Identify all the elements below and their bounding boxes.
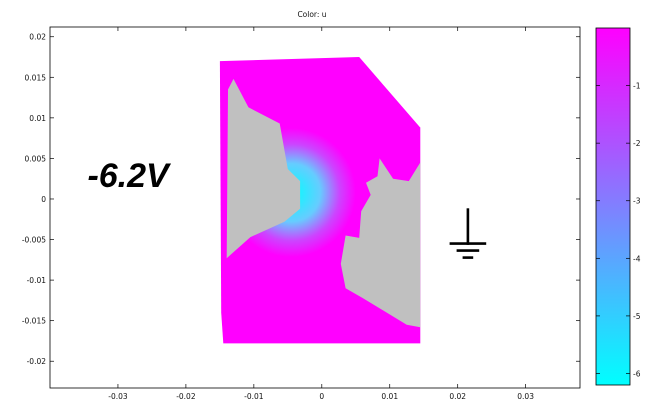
colorbar-gradient-bar [595,27,631,386]
y-tick-label: 0.015 [25,73,47,82]
x-tick-label: 0.02 [449,392,466,400]
y-axis-ticks: 0.02 0.015 0.01 0.005 0 -0.005 -0.01 -0.015 -0.0… [22,33,580,366]
y-tick-label: 0.01 [29,114,46,123]
x-tick-label: 0.01 [381,392,398,400]
left-electrode [226,78,301,259]
colorbar-tick-label: -6 [633,369,641,378]
colorbar-tick-label: -1 [633,82,641,91]
colorbar-tick-label: -4 [633,254,641,263]
right-electrode [340,158,421,328]
plot-title: Color: u [297,10,326,19]
y-tick-label: 0 [41,195,46,204]
y-tick-label: -0.005 [22,236,46,245]
x-tick-label: 0.03 [517,392,534,400]
colorbar-ticks: -1 -2 -3 -4 -5 -6 [596,82,641,378]
y-tick-label: 0.02 [29,33,46,42]
x-tick-label: 0 [319,392,324,400]
x-axis-ticks: -0.03 -0.02 -0.01 0 0.01 0.02 0.03 [108,27,534,400]
ground-icon [449,208,487,259]
colorbar: -1 -2 -3 -4 -5 -6 [595,27,641,386]
colorbar-tick-label: -2 [633,139,641,148]
x-tick-label: -0.01 [244,392,264,400]
y-tick-label: -0.02 [27,357,47,366]
y-tick-label: -0.015 [22,317,46,326]
x-tick-label: -0.03 [108,392,128,400]
colorbar-tick-label: -3 [633,197,641,206]
y-tick-label: -0.01 [27,276,47,285]
y-tick-label: 0.005 [25,154,47,163]
colorbar-tick-label: -5 [633,312,641,321]
left-potential-annotation: -6.2V [87,157,172,195]
x-tick-label: -0.02 [176,392,196,400]
